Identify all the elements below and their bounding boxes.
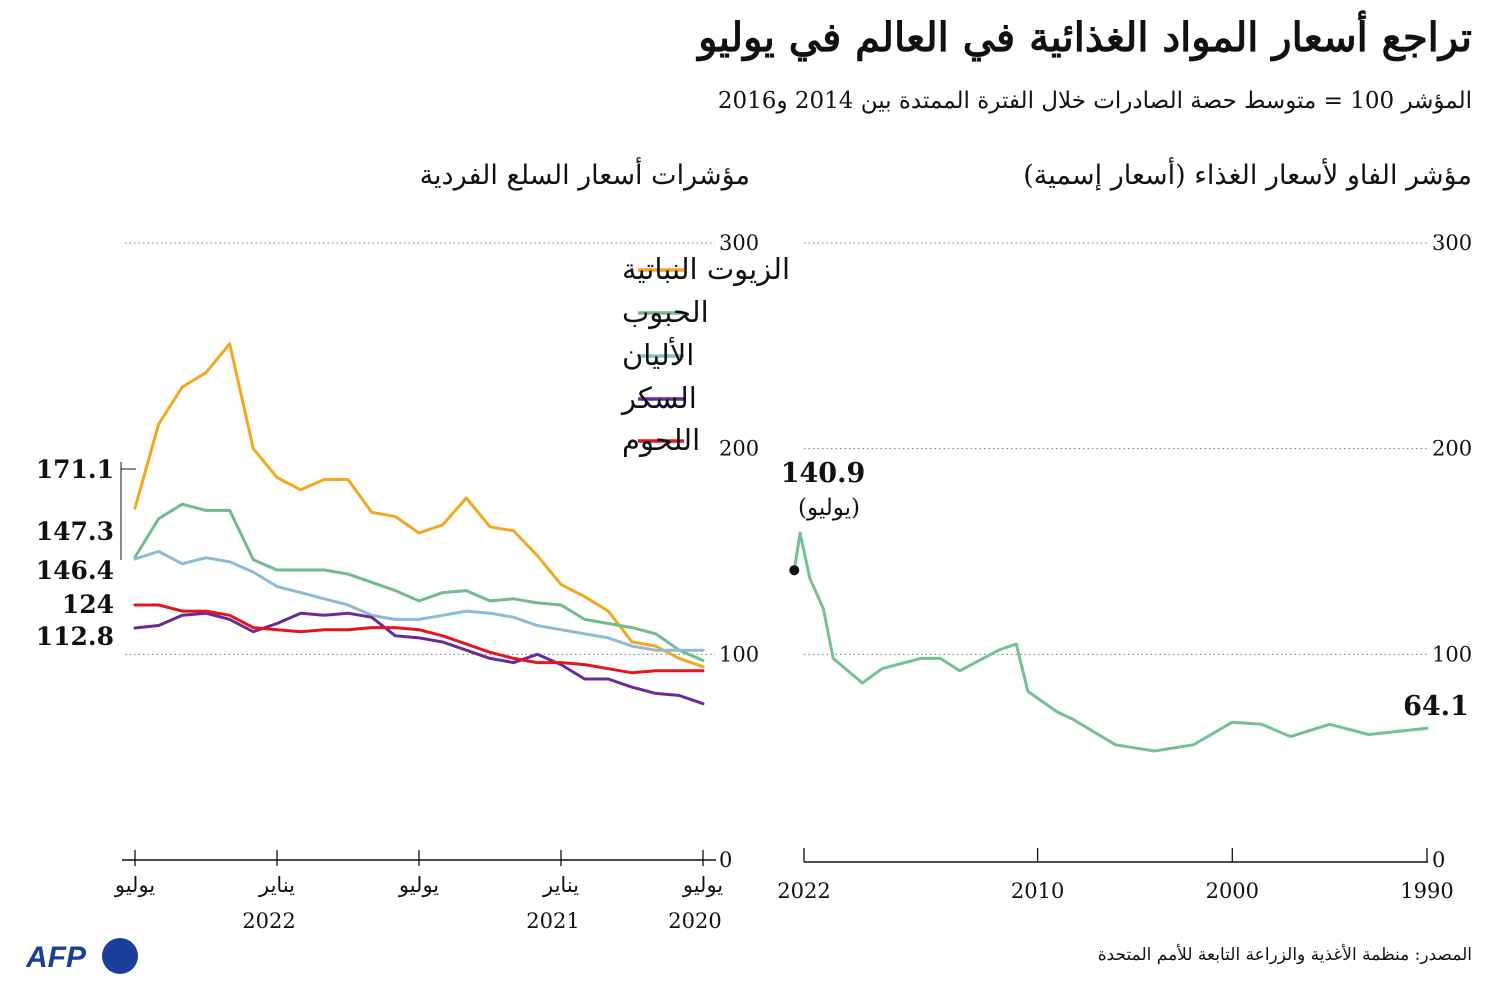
end-value-label: 146.4 — [36, 556, 114, 585]
legend-label-sugar: السكر — [620, 381, 697, 416]
left-x-month-label: يوليو — [398, 873, 439, 898]
left-y-tick-label: 200 — [719, 437, 759, 461]
left-x-month-label: يناير — [542, 873, 579, 898]
left-x-year-label: 2022 — [242, 909, 295, 933]
left-x-month-label: يوليو — [682, 873, 723, 898]
right-panel-title: مؤشر الفاو لأسعار الغذاء (أسعار إسمية) — [1023, 160, 1472, 191]
legend-label-oils: الزيوت النباتية — [622, 252, 790, 287]
right-x-year-label: 1990 — [1400, 879, 1453, 903]
series-line-meat — [133, 603, 705, 675]
end-value-label: 147.3 — [36, 517, 114, 546]
series-line-dairy — [133, 550, 705, 652]
right-y-tick-label: 0 — [1432, 848, 1445, 872]
series-line-oils — [133, 342, 705, 669]
start-value-label: 64.1 — [1403, 691, 1469, 722]
latest-point-marker — [789, 565, 800, 576]
svg-text:AFP: AFP — [26, 941, 87, 974]
right-x-year-label: 2022 — [777, 879, 830, 903]
right-y-tick-label: 100 — [1432, 642, 1472, 666]
right-x-year-label: 2000 — [1206, 879, 1259, 903]
chart-title: تراجع أسعار المواد الغذائية في العالم في… — [698, 14, 1472, 61]
source-note: المصدر: منظمة الأغذية والزراعة التابعة ل… — [1097, 945, 1472, 965]
left-panel-title: مؤشرات أسعار السلع الفردية — [419, 160, 750, 191]
end-value-label: 171.1 — [36, 455, 114, 484]
left-y-tick-label: 100 — [719, 642, 759, 666]
left-x-month-label: يوليو — [114, 873, 155, 898]
end-value-label: 112.8 — [36, 622, 114, 651]
left-x-month-label: يناير — [258, 873, 295, 898]
left-y-tick-label: 300 — [719, 231, 759, 255]
right-y-tick-label: 200 — [1432, 437, 1472, 461]
series-line-cereals — [133, 502, 705, 662]
legend-label-meat: اللحوم — [622, 423, 700, 458]
left-y-tick-label: 0 — [719, 848, 732, 872]
right-x-year-label: 2010 — [1011, 879, 1064, 903]
series-line-sugar — [133, 611, 705, 706]
end-value-label: 124 — [62, 590, 114, 619]
left-x-year-label: 2020 — [668, 909, 721, 933]
latest-value-sublabel: (يوليو) — [798, 495, 860, 521]
legend-label-cereals: الحبوب — [622, 295, 709, 330]
right-y-tick-label: 300 — [1432, 231, 1472, 255]
left-x-year-label: 2021 — [526, 909, 579, 933]
series-line-fao — [792, 531, 1429, 753]
latest-value-label: 140.9 — [781, 458, 866, 489]
chart-subtitle: المؤشر 100 = متوسط حصة الصادرات خلال الف… — [717, 88, 1472, 114]
legend-label-dairy: الأليان — [622, 337, 694, 372]
afp-logo: AFP — [26, 938, 138, 974]
